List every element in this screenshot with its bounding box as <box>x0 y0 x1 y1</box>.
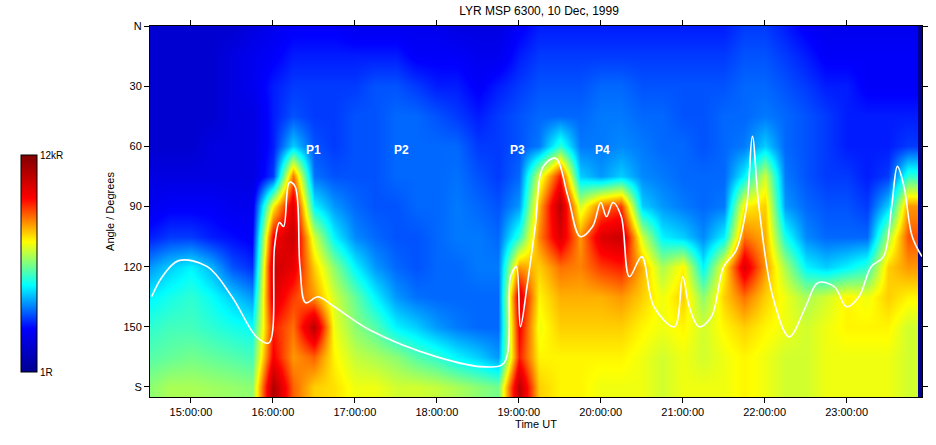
svg-text:Time UT: Time UT <box>515 418 557 430</box>
svg-text:150: 150 <box>123 321 141 333</box>
svg-text:S: S <box>134 381 141 393</box>
svg-text:LYR MSP 6300, 10 Dec, 1999: LYR MSP 6300, 10 Dec, 1999 <box>459 4 619 18</box>
svg-text:120: 120 <box>123 261 141 273</box>
svg-text:12kR: 12kR <box>40 150 63 161</box>
svg-text:1R: 1R <box>40 367 53 378</box>
svg-text:20:00:00: 20:00:00 <box>579 406 622 418</box>
svg-text:22:00:00: 22:00:00 <box>743 406 786 418</box>
svg-text:P4: P4 <box>595 143 610 157</box>
svg-text:90: 90 <box>130 200 142 212</box>
svg-text:P1: P1 <box>306 143 321 157</box>
svg-text:P3: P3 <box>510 143 525 157</box>
svg-text:17:00:00: 17:00:00 <box>333 406 376 418</box>
svg-text:21:00:00: 21:00:00 <box>661 406 704 418</box>
svg-text:30: 30 <box>130 80 142 92</box>
svg-text:N: N <box>134 20 142 32</box>
svg-text:Angle / Degrees: Angle / Degrees <box>104 172 116 251</box>
svg-text:23:00:00: 23:00:00 <box>825 406 868 418</box>
svg-text:16:00:00: 16:00:00 <box>252 406 295 418</box>
svg-text:15:00:00: 15:00:00 <box>170 406 213 418</box>
svg-text:P2: P2 <box>394 143 409 157</box>
svg-text:19:00:00: 19:00:00 <box>497 406 540 418</box>
svg-text:18:00:00: 18:00:00 <box>415 406 458 418</box>
svg-text:60: 60 <box>130 140 142 152</box>
